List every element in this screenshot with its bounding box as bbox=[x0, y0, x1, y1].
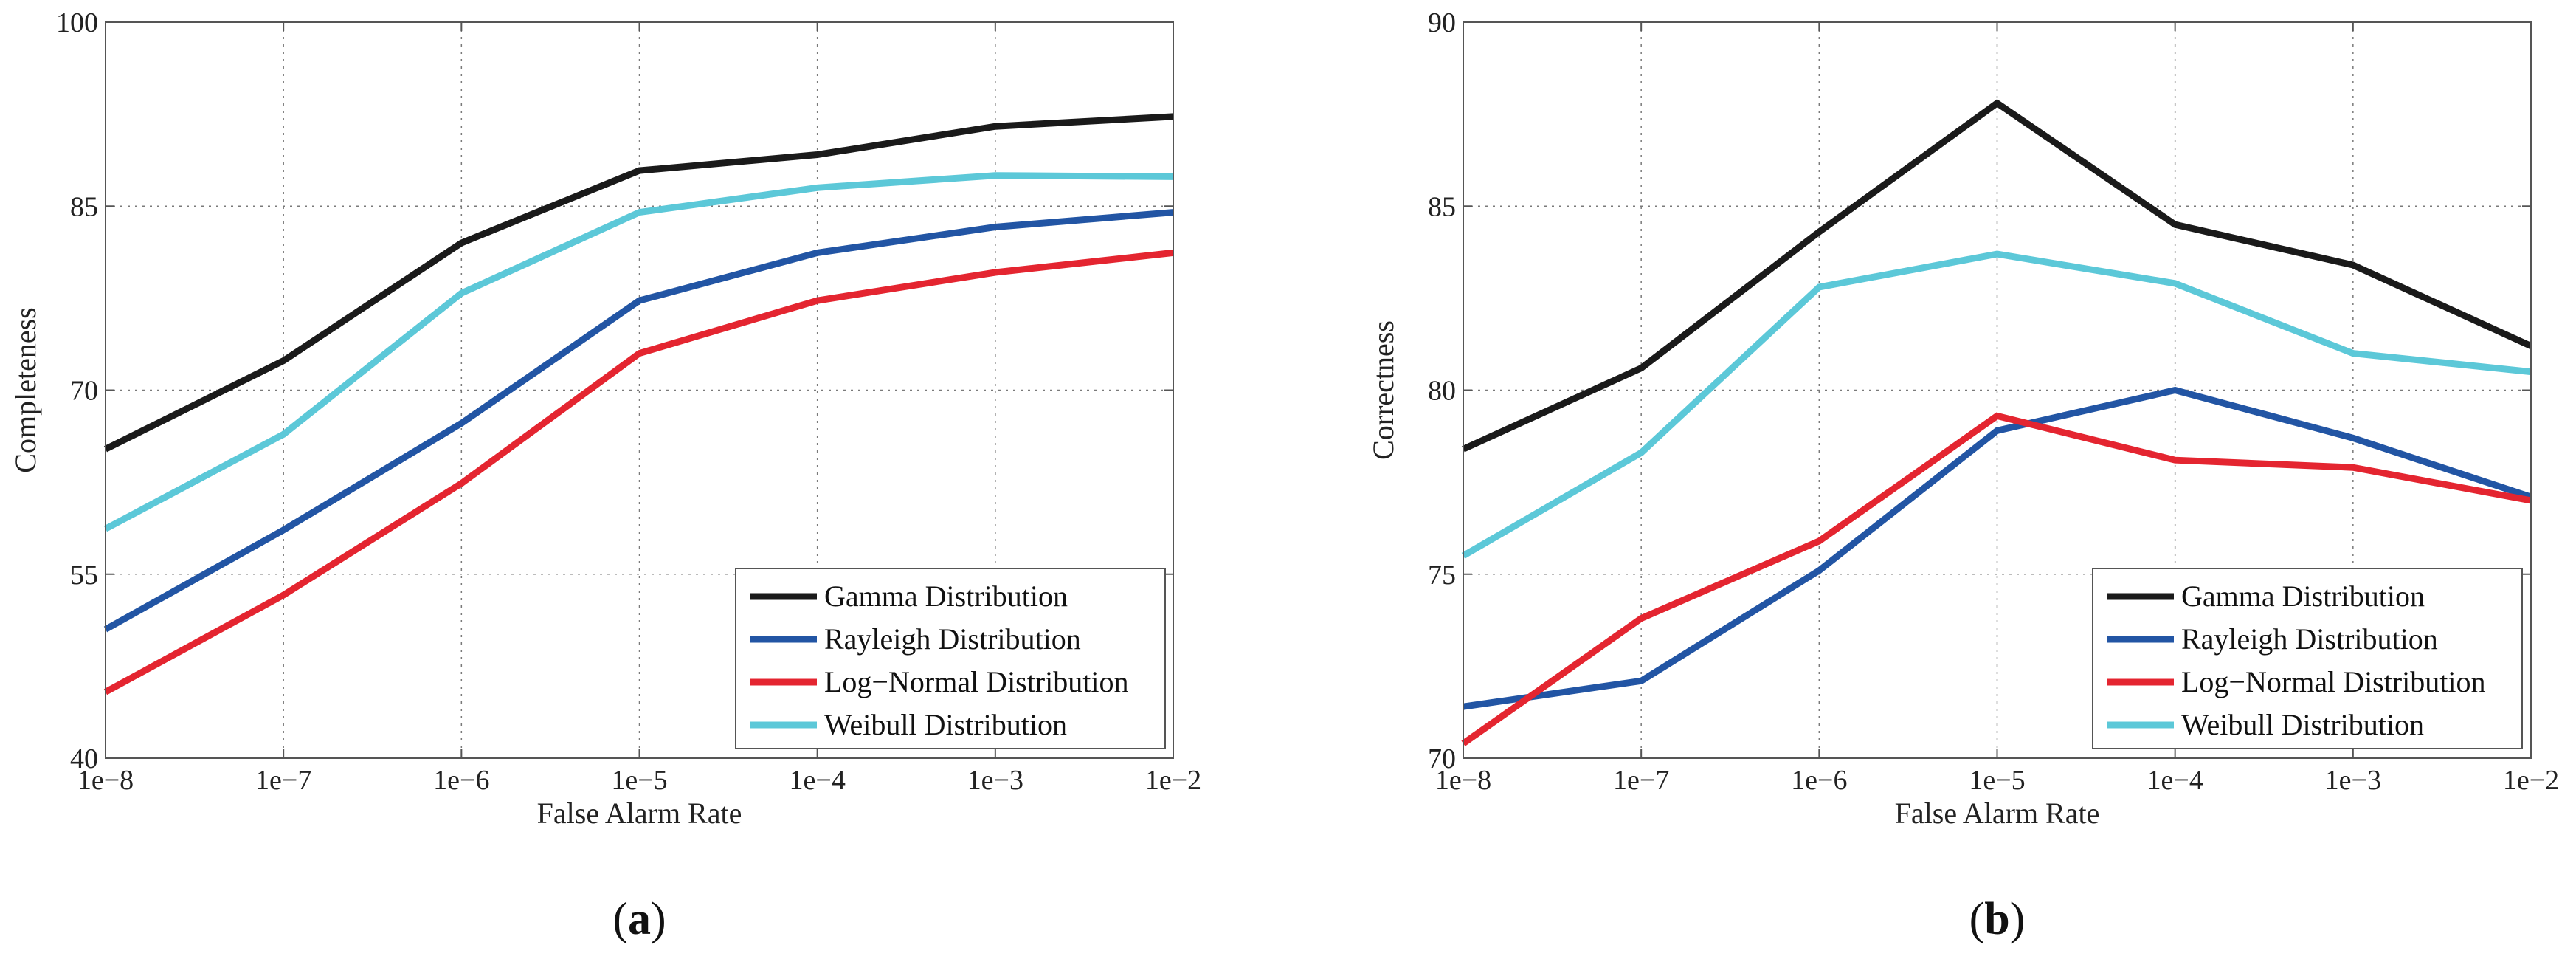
y-tick-label: 85 bbox=[70, 191, 98, 222]
series-line-rayleigh-b bbox=[1463, 386, 2532, 710]
x-tick-label: 1e−2 bbox=[1145, 765, 1201, 796]
panel-label-letter-b: b bbox=[1984, 894, 2009, 944]
legend-label-lognormal: Log−Normal Distribution bbox=[2181, 665, 2486, 698]
legend-label-gamma: Gamma Distribution bbox=[824, 580, 1068, 613]
y-tick-label: 70 bbox=[1428, 743, 1456, 774]
y-tick-label: 85 bbox=[1428, 191, 1456, 222]
x-tick-label: 1e−7 bbox=[255, 765, 311, 796]
legend-label-weibull: Weibull Distribution bbox=[824, 708, 1067, 741]
x-tick-label: 1e−5 bbox=[611, 765, 667, 796]
x-tick-label: 1e−8 bbox=[1435, 765, 1491, 796]
legend-label-lognormal: Log−Normal Distribution bbox=[824, 665, 1129, 698]
y-tick-label: 80 bbox=[1428, 376, 1456, 407]
y-tick-label: 40 bbox=[70, 743, 98, 774]
x-tick-label: 1e−3 bbox=[2325, 765, 2381, 796]
y-tick-label: 75 bbox=[1428, 560, 1456, 591]
panel-label-letter-a: a bbox=[628, 894, 651, 944]
x-tick-label: 1e−4 bbox=[790, 765, 846, 796]
x-tick-label: 1e−7 bbox=[1613, 765, 1669, 796]
series-line-lognormal-a bbox=[103, 249, 1174, 695]
series-line-rayleigh-a bbox=[103, 209, 1174, 633]
x-tick-label: 1e−6 bbox=[433, 765, 489, 796]
ticks-b: 1e−8 1e−7 1e−6 1e−5 1e−4 1e−3 1e−2 70 75 80 85 90 bbox=[1428, 7, 2559, 796]
series-line-lognormal-b bbox=[1461, 412, 2532, 746]
x-tick-label: 1e−2 bbox=[2503, 765, 2559, 796]
y-axis-label-b: Correctness bbox=[1367, 320, 1400, 460]
legend-label-rayleigh: Rayleigh Distribution bbox=[824, 622, 1081, 656]
x-axis-label-a: False Alarm Rate bbox=[537, 797, 742, 830]
y-tick-label: 100 bbox=[56, 7, 98, 38]
legend-label-rayleigh: Rayleigh Distribution bbox=[2181, 622, 2438, 656]
x-tick-label: 1e−4 bbox=[2147, 765, 2203, 796]
panel-label-a: (a) bbox=[612, 894, 666, 944]
x-tick-label: 1e−8 bbox=[77, 765, 134, 796]
series-line-weibull-b bbox=[1461, 250, 2532, 559]
series-a bbox=[103, 113, 1174, 695]
series-line-gamma-a bbox=[103, 113, 1174, 453]
y-tick-label: 55 bbox=[70, 560, 98, 591]
y-tick-label: 90 bbox=[1428, 7, 1456, 38]
x-axis-label-b: False Alarm Rate bbox=[1895, 797, 2100, 830]
series-line-weibull-a bbox=[103, 172, 1174, 532]
ticks-a: 1e−8 1e−7 1e−6 1e−5 1e−4 1e−3 1e−2 40 55 70 85 100 bbox=[56, 7, 1201, 796]
x-tick-label: 1e−6 bbox=[1791, 765, 1847, 796]
legend-label-weibull: Weibull Distribution bbox=[2181, 708, 2424, 741]
panel-a: 1e−8 1e−7 1e−6 1e−5 1e−4 1e−3 1e−240557085100 … bbox=[9, 7, 1201, 944]
legend-label-gamma: Gamma Distribution bbox=[2181, 580, 2425, 613]
x-tick-label: 1e−3 bbox=[967, 765, 1023, 796]
series-line-gamma-b bbox=[1462, 99, 2532, 453]
panel-label-b: (b) bbox=[1969, 894, 2026, 944]
x-tick-label: 1e−5 bbox=[1969, 765, 2025, 796]
legend-b: Gamma Distribution Rayleigh Distribution L… bbox=[2092, 568, 2523, 749]
panel-b: 1e−8 1e−7 1e−6 1e−5 1e−4 1e−3 1e−2 70 75 80 85 90 F… bbox=[1367, 7, 2559, 944]
series-b bbox=[1461, 99, 2532, 746]
y-axis-label-a: Completeness bbox=[9, 307, 42, 472]
legend-a: Gamma Distribution Rayleigh Distribution L… bbox=[735, 568, 1166, 749]
y-tick-label: 70 bbox=[70, 376, 98, 407]
